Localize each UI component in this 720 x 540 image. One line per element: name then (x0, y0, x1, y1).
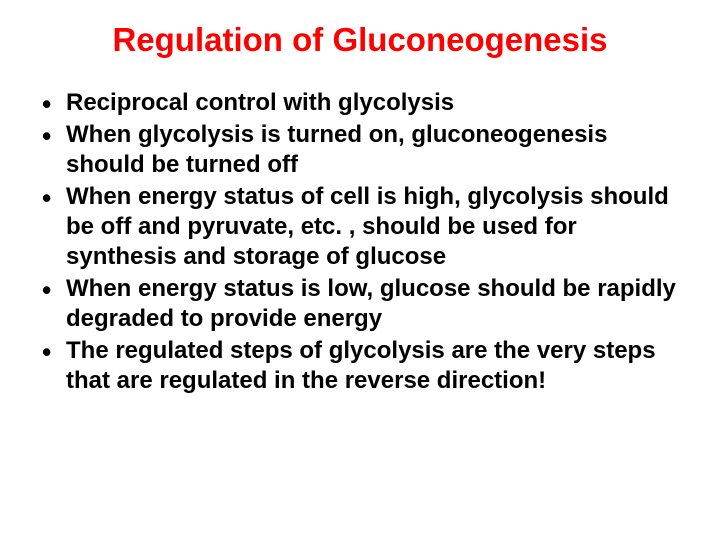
list-item: When energy status of cell is high, glyc… (36, 182, 684, 272)
list-item: The regulated steps of glycolysis are th… (36, 336, 684, 396)
list-item: Reciprocal control with glycolysis (36, 88, 684, 118)
list-item: When glycolysis is turned on, gluconeoge… (36, 120, 684, 180)
slide: Regulation of Gluconeogenesis Reciprocal… (0, 0, 720, 540)
list-item: When energy status is low, glucose shoul… (36, 274, 684, 334)
slide-title: Regulation of Gluconeogenesis (36, 20, 684, 60)
bullet-list: Reciprocal control with glycolysis When … (36, 88, 684, 396)
